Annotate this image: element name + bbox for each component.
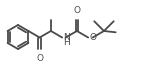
Text: H: H <box>63 38 70 46</box>
Text: O: O <box>90 32 97 42</box>
Text: O: O <box>36 54 43 63</box>
Text: O: O <box>73 6 80 14</box>
Text: N: N <box>63 32 70 42</box>
